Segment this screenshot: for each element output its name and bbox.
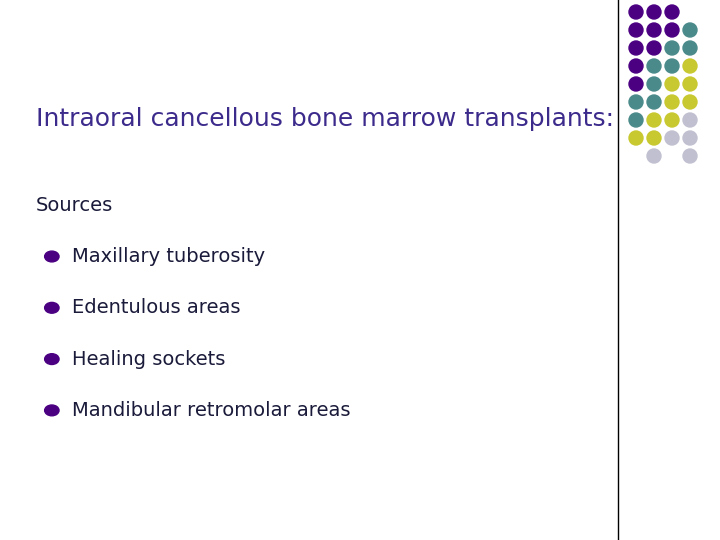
Ellipse shape	[629, 41, 643, 55]
Ellipse shape	[683, 149, 697, 163]
Ellipse shape	[647, 5, 661, 19]
Circle shape	[45, 251, 59, 262]
Ellipse shape	[665, 95, 679, 109]
Text: Edentulous areas: Edentulous areas	[72, 298, 240, 318]
Ellipse shape	[647, 95, 661, 109]
Text: Mandibular retromolar areas: Mandibular retromolar areas	[72, 401, 351, 420]
Ellipse shape	[683, 131, 697, 145]
Text: Healing sockets: Healing sockets	[72, 349, 225, 369]
Ellipse shape	[647, 59, 661, 73]
Ellipse shape	[683, 23, 697, 37]
Ellipse shape	[629, 23, 643, 37]
Ellipse shape	[629, 95, 643, 109]
Ellipse shape	[683, 59, 697, 73]
Circle shape	[45, 354, 59, 364]
Ellipse shape	[647, 77, 661, 91]
Ellipse shape	[665, 23, 679, 37]
Ellipse shape	[647, 149, 661, 163]
Ellipse shape	[647, 113, 661, 127]
Ellipse shape	[647, 41, 661, 55]
Ellipse shape	[629, 5, 643, 19]
Text: Sources: Sources	[36, 195, 113, 215]
Ellipse shape	[683, 113, 697, 127]
Ellipse shape	[683, 77, 697, 91]
Ellipse shape	[683, 95, 697, 109]
Ellipse shape	[665, 113, 679, 127]
Ellipse shape	[629, 113, 643, 127]
Circle shape	[45, 302, 59, 313]
Ellipse shape	[665, 131, 679, 145]
Ellipse shape	[665, 77, 679, 91]
Ellipse shape	[629, 131, 643, 145]
Ellipse shape	[665, 5, 679, 19]
Ellipse shape	[629, 77, 643, 91]
Ellipse shape	[665, 41, 679, 55]
Ellipse shape	[647, 131, 661, 145]
Ellipse shape	[647, 23, 661, 37]
Ellipse shape	[683, 41, 697, 55]
Circle shape	[45, 405, 59, 416]
Text: Intraoral cancellous bone marrow transplants:: Intraoral cancellous bone marrow transpl…	[36, 107, 614, 131]
Ellipse shape	[665, 59, 679, 73]
Text: Maxillary tuberosity: Maxillary tuberosity	[72, 247, 265, 266]
Ellipse shape	[629, 59, 643, 73]
